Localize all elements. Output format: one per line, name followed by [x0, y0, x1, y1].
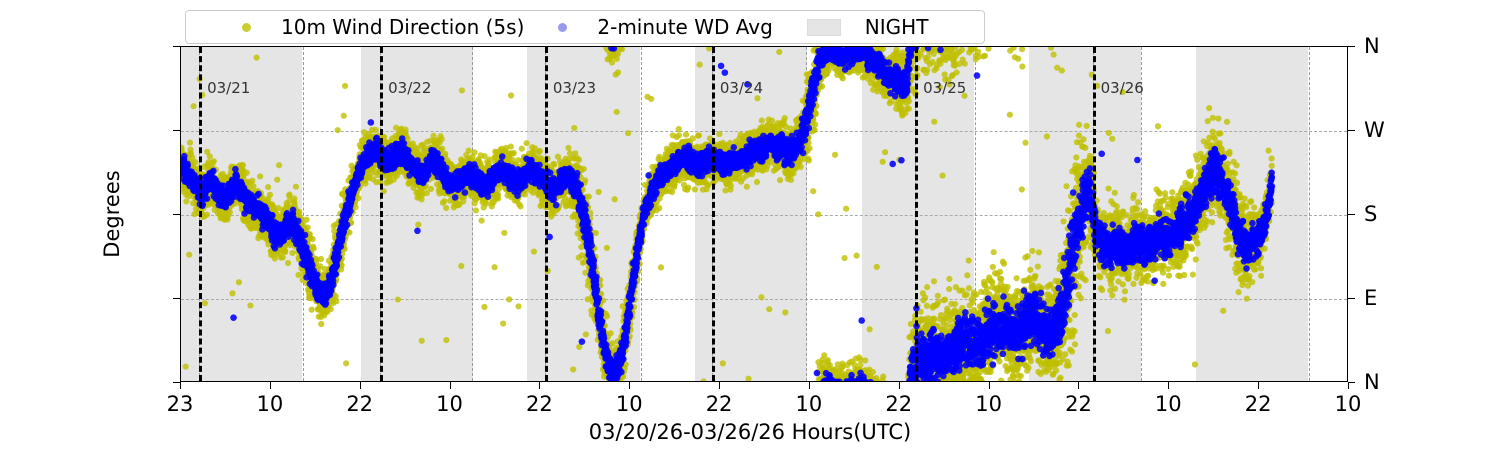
y-axis-label: Degrees: [100, 170, 124, 258]
x-axis-tick-label: 22: [1065, 392, 1092, 416]
x-axis-label: 03/20/26-03/26/26 Hours(UTC): [588, 420, 912, 444]
y-axis-right-tick-label: N: [1364, 34, 1380, 58]
day-separator-line: [915, 47, 919, 381]
y-axis-right-tick-mark: [1348, 382, 1355, 383]
day-label: 03/22: [388, 79, 432, 97]
x-axis-tick-mark: [629, 382, 631, 389]
x-axis-tick-label: 10: [1154, 392, 1182, 416]
y-axis-right-tick-mark: [1348, 130, 1355, 131]
legend-entry-2-minute-wd-avg[interactable]: 2-minute WD Avg: [558, 11, 773, 43]
x-axis-tick-mark: [449, 382, 451, 389]
legend-entry-wind-direction-5s[interactable]: 10m Wind Direction (5s): [242, 11, 524, 43]
x-axis-tick-label: 10: [975, 392, 1002, 416]
y-axis-right-tick-mark: [1348, 298, 1355, 299]
x-axis-tick-label: 10: [436, 392, 463, 416]
legend-marker-dot-yellow: [242, 22, 251, 32]
y-axis-right-tick-label: E: [1364, 286, 1378, 310]
x-axis-tick-mark: [1078, 382, 1080, 389]
x-axis-tick-mark: [1168, 382, 1170, 389]
x-axis-tick-label: 23: [166, 392, 194, 416]
y-axis-tick-mark: [173, 298, 180, 299]
day-label: 03/24: [719, 79, 764, 97]
x-axis-tick-mark: [898, 382, 900, 389]
y-axis-right-tick-mark: [1348, 214, 1355, 215]
x-axis-tick-mark: [359, 382, 361, 389]
x-axis-tick-label: 22: [705, 392, 733, 416]
x-axis-tick-label: 10: [1334, 392, 1362, 416]
x-axis-tick-label: 22: [885, 392, 913, 416]
x-axis-tick-mark: [1348, 382, 1349, 389]
day-label: 03/21: [207, 79, 251, 97]
y-axis-tick-mark: [173, 130, 180, 131]
day-separator-line: [544, 47, 548, 381]
legend-label-2-minute-wd-avg: 2-minute WD Avg: [597, 15, 773, 39]
chart-legend: 10m Wind Direction (5s) 2-minute WD Avg …: [185, 10, 986, 44]
y-axis-tick-mark: [173, 214, 180, 215]
plot-area: 03/21 03/22 03/23 03/24 03/25 03/26: [180, 46, 1348, 382]
day-label: 03/23: [552, 79, 597, 97]
day-separator-line: [1092, 47, 1096, 381]
y-axis-right-tick-mark: [1348, 46, 1355, 47]
y-axis-right-tick-label: S: [1364, 202, 1378, 226]
day-separator-line: [711, 47, 715, 381]
x-axis-tick-mark: [269, 382, 271, 389]
data-points-canvas: [181, 47, 1347, 381]
legend-marker-dot-blue: [558, 22, 568, 32]
x-axis-tick-label: 22: [1244, 392, 1272, 416]
x-axis-tick-label: 10: [795, 392, 823, 416]
legend-marker-swatch-night: [806, 18, 841, 36]
x-axis-tick-label: 10: [615, 392, 643, 416]
x-axis-tick-label: 22: [526, 392, 553, 416]
day-separator-line: [199, 47, 203, 381]
y-axis-tick-mark: [173, 46, 180, 47]
y-axis-right-tick-label: W: [1364, 118, 1385, 142]
x-axis-tick-mark: [539, 382, 541, 389]
x-axis-tick-mark: [719, 382, 721, 389]
x-axis-tick-mark: [808, 382, 810, 389]
x-axis-tick-label: 10: [256, 392, 284, 416]
y-axis-right-tick-label: N: [1364, 370, 1380, 394]
day-label: 03/26: [1100, 79, 1144, 97]
legend-label-night: NIGHT: [864, 15, 929, 39]
legend-label-wind-direction-5s: 10m Wind Direction (5s): [281, 15, 525, 39]
day-label: 03/25: [923, 79, 967, 97]
y-axis-tick-mark: [173, 382, 180, 383]
x-axis-tick-label: 22: [346, 392, 374, 416]
day-separator-line: [380, 47, 384, 381]
x-axis-tick-mark: [1258, 382, 1260, 389]
legend-entry-night[interactable]: NIGHT: [806, 11, 929, 43]
x-axis-tick-mark: [988, 382, 990, 389]
x-axis-tick-mark: [180, 382, 181, 389]
